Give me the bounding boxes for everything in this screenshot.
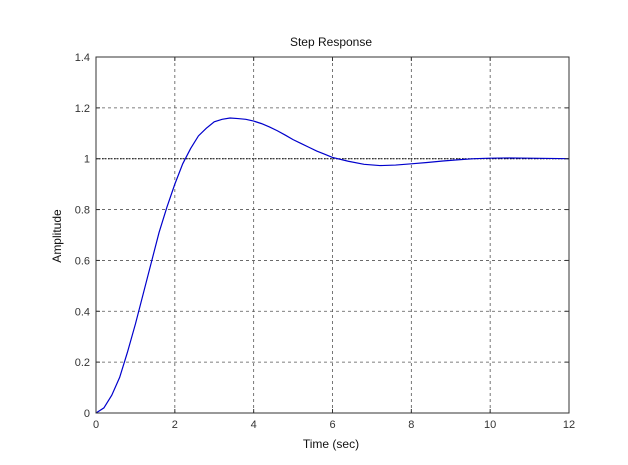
y-tick-label: 0.8 (75, 205, 90, 217)
x-tick-label: 10 (484, 419, 496, 431)
x-axis-title: Time (sec) (303, 437, 359, 451)
x-tick-label: 0 (93, 419, 99, 431)
y-tick-label: 0.4 (75, 306, 90, 318)
y-tick-label: 1.2 (75, 103, 90, 115)
x-tick-labels: 0 2 4 6 8 10 12 (93, 419, 575, 431)
x-tick-label: 2 (172, 419, 178, 431)
y-tick-label: 1 (84, 154, 90, 166)
y-axis-title: Amplitude (50, 209, 64, 263)
y-tick-label: 0.2 (75, 357, 90, 369)
grid-lines (96, 57, 569, 413)
plot-area (95, 56, 570, 414)
y-tick-label: 0.6 (75, 255, 90, 267)
y-tick-labels: 0 0.2 0.4 0.6 0.8 1 1.2 1.4 (75, 52, 90, 420)
y-tick-label: 1.4 (75, 52, 90, 64)
x-tick-label: 4 (251, 419, 257, 431)
x-tick-label: 6 (329, 419, 335, 431)
step-response-line (95, 117, 570, 414)
x-tick-label: 8 (408, 419, 414, 431)
chart-title: Step Response (290, 35, 372, 49)
tick-marks (95, 56, 570, 414)
y-tick-label: 0 (84, 408, 90, 420)
x-tick-label: 12 (563, 419, 575, 431)
